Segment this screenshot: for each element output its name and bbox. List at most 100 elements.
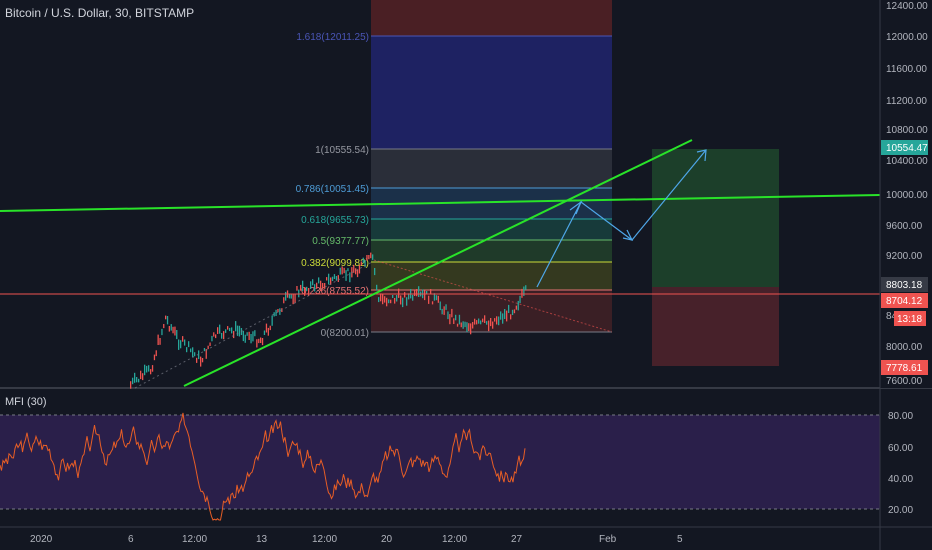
- fibonacci-retracement[interactable]: 1.618(12011.25) 1(10555.54) 0.786(10051.…: [296, 0, 612, 339]
- candle: [225, 329, 227, 333]
- candle: [290, 293, 292, 299]
- time-tick: 6: [128, 534, 134, 545]
- candle: [337, 275, 339, 282]
- price-tick: 7600.00: [886, 376, 923, 387]
- candle: [394, 298, 396, 304]
- candle: [267, 327, 269, 336]
- candle: [414, 289, 416, 296]
- candle: [194, 352, 196, 357]
- horizontal-resistance-line[interactable]: [0, 194, 881, 212]
- candle: [470, 323, 472, 335]
- time-axis[interactable]: 2020 6 12:00 13 12:00 20 12:00 27 Feb 5: [0, 526, 932, 545]
- fib-label-0618: 0.618(9655.73): [301, 215, 369, 226]
- candle: [424, 290, 426, 301]
- candle: [165, 315, 167, 320]
- candle: [466, 322, 468, 332]
- candle: [416, 289, 418, 297]
- price-tick: 10000.00: [886, 190, 928, 201]
- candle: [205, 349, 207, 359]
- candle: [142, 373, 144, 381]
- candle: [170, 324, 172, 331]
- mfi-tick: 20.00: [888, 505, 913, 516]
- candle: [161, 328, 163, 336]
- candle: [283, 297, 285, 304]
- candle: [261, 338, 264, 346]
- time-tick: Feb: [599, 534, 617, 545]
- price-tick: 8000.00: [886, 342, 923, 353]
- fib-band-0236: [371, 290, 612, 332]
- candle: [460, 322, 462, 328]
- fib-label-05: 0.5(9377.77): [312, 236, 369, 247]
- candle: [504, 309, 506, 319]
- candle: [376, 284, 378, 291]
- candle: [244, 334, 246, 343]
- candle: [310, 281, 312, 289]
- long-position-tool[interactable]: [652, 149, 779, 366]
- candle: [174, 326, 176, 336]
- candle: [252, 331, 254, 342]
- mfi-axis[interactable]: 80.00 60.00 40.00 20.00: [888, 411, 913, 516]
- candle: [256, 339, 258, 348]
- candle: [521, 288, 523, 298]
- candle: [360, 261, 362, 266]
- candle: [488, 320, 490, 332]
- candle: [486, 321, 488, 325]
- symbol-title[interactable]: Bitcoin / U.S. Dollar, 30, BITSTAMP: [5, 6, 195, 20]
- candle: [430, 289, 432, 294]
- candle: [476, 320, 478, 325]
- candle: [339, 267, 341, 275]
- projection-path[interactable]: [536, 149, 707, 288]
- fib-band-0618: [371, 219, 612, 240]
- candle: [130, 381, 132, 389]
- candle: [398, 288, 400, 298]
- candle: [328, 273, 330, 285]
- ascending-trendline[interactable]: [183, 139, 693, 387]
- candle: [331, 276, 334, 281]
- candle: [217, 327, 219, 334]
- candle: [258, 338, 260, 344]
- candle: [366, 255, 368, 261]
- candle: [246, 332, 248, 336]
- mfi-title[interactable]: MFI (30): [5, 396, 47, 408]
- candle: [513, 309, 516, 314]
- candle: [349, 272, 351, 283]
- candle: [184, 339, 186, 346]
- candle: [498, 316, 500, 326]
- candle: [388, 299, 390, 304]
- candle: [322, 283, 324, 290]
- candle: [370, 252, 372, 259]
- candle: [269, 325, 271, 331]
- candle: [358, 264, 361, 274]
- price-tick: 10400.00: [886, 156, 928, 167]
- candle: [223, 331, 225, 340]
- candle: [166, 316, 169, 325]
- candle: [347, 268, 349, 272]
- price-tag-stop: [881, 360, 928, 375]
- candle: [207, 345, 209, 350]
- candle: [213, 332, 215, 337]
- candle: [326, 277, 328, 281]
- candle: [392, 295, 394, 298]
- price-tick: 12400.00: [886, 1, 928, 12]
- candle: [254, 330, 256, 337]
- price-tag-target-label: 10554.47: [886, 143, 928, 154]
- price-axis[interactable]: 12400.00 12000.00 11600.00 11200.00 1080…: [879, 0, 932, 550]
- time-tick: 2020: [30, 534, 53, 545]
- candle: [196, 357, 198, 363]
- fib-band-0382: [371, 262, 612, 290]
- fib-band-1: [371, 149, 612, 188]
- candle: [496, 316, 498, 325]
- price-tick: 12000.00: [886, 32, 928, 43]
- candle: [374, 268, 376, 276]
- fib-label-0: 0(8200.01): [321, 328, 369, 339]
- candle: [390, 299, 392, 304]
- candle: [455, 314, 457, 321]
- candle: [464, 321, 466, 328]
- candle: [431, 301, 434, 305]
- candle: [510, 314, 512, 320]
- candle: [188, 341, 190, 348]
- fib-band-top: [371, 0, 612, 36]
- time-tick: 12:00: [312, 534, 337, 545]
- candle: [265, 323, 268, 333]
